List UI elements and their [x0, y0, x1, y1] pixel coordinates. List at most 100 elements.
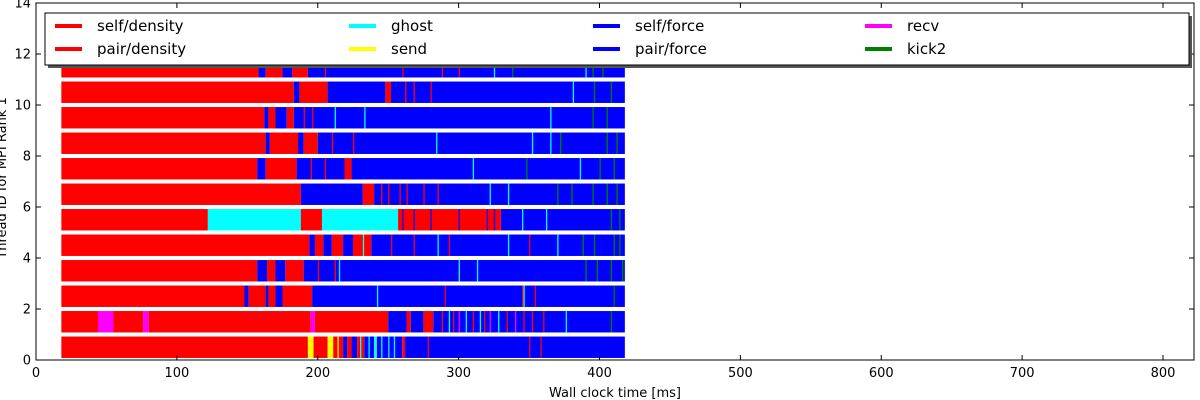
- task-bar-density: [313, 336, 328, 358]
- task-mark-ghost: [579, 158, 582, 180]
- task-mark-density: [391, 234, 393, 256]
- task-bar-force: [275, 260, 286, 282]
- legend-label: self/density: [97, 17, 184, 35]
- task-mark-ghost: [565, 311, 567, 333]
- task-mark-ghost: [437, 234, 439, 256]
- task-mark-ghost: [388, 336, 390, 358]
- task-bar-density: [61, 158, 258, 180]
- task-mark-ghost: [472, 158, 475, 180]
- task-bar-send: [307, 336, 314, 358]
- task-mark-density: [324, 158, 327, 180]
- task-mark-kick2: [610, 311, 613, 333]
- task-mark-ghost: [376, 285, 379, 307]
- task-bar-force: [371, 234, 625, 256]
- task-bar-recv: [143, 311, 149, 333]
- task-bar-density: [314, 234, 324, 256]
- task-mark-kick2: [593, 234, 596, 256]
- task-mark-density: [430, 81, 432, 103]
- task-mark-ghost: [364, 107, 366, 129]
- task-mark-density: [406, 183, 408, 205]
- task-bar-force: [410, 311, 424, 333]
- legend-label: send: [391, 40, 427, 58]
- task-bar-force: [293, 107, 625, 129]
- task-mark-ghost: [550, 107, 552, 129]
- task-bar-density: [285, 260, 304, 282]
- task-bar-density: [303, 132, 318, 154]
- task-mark-density: [310, 158, 313, 180]
- task-mark-kick2: [593, 81, 596, 103]
- task-mark-kick2: [592, 107, 594, 129]
- task-bar-force: [374, 183, 625, 205]
- task-mark-kick2: [619, 234, 621, 256]
- task-mark-kick2: [613, 234, 615, 256]
- task-mark-density: [483, 311, 486, 333]
- task-bar-force: [405, 336, 625, 358]
- task-mark-ghost: [523, 285, 525, 307]
- task-mark-ghost: [362, 234, 365, 256]
- task-mark-force: [493, 209, 496, 231]
- task-bar-density: [286, 107, 294, 129]
- task-mark-density: [423, 183, 425, 205]
- task-mark-density: [312, 107, 314, 129]
- task-bar-density: [331, 234, 344, 256]
- x-tick-label: 700: [1010, 366, 1035, 381]
- y-tick-label: 12: [14, 48, 31, 63]
- task-bar-density: [148, 311, 311, 333]
- task-mark-ghost: [507, 183, 510, 205]
- task-mark-ghost: [436, 132, 438, 154]
- task-mark-kick2: [610, 260, 613, 282]
- task-bar-force: [303, 260, 625, 282]
- axes-frame: [35, 2, 1195, 361]
- task-mark-recv: [489, 311, 491, 333]
- task-mark-kick2: [616, 183, 618, 205]
- x-tick-label: 500: [728, 366, 753, 381]
- task-bar-ghost: [207, 209, 301, 231]
- task-mark-kick2: [592, 183, 594, 205]
- task-mark-kick2: [606, 183, 608, 205]
- task-bar-send: [327, 336, 334, 358]
- task-mark-density: [388, 183, 390, 205]
- task-bar-force: [293, 81, 300, 103]
- task-mark-kick2: [571, 183, 573, 205]
- task-bar-density: [265, 158, 297, 180]
- task-mark-density: [531, 311, 534, 333]
- task-bar-density: [61, 285, 245, 307]
- task-mark-ghost: [381, 336, 383, 358]
- task-bar-force: [351, 158, 625, 180]
- task-mark-ghost: [476, 260, 479, 282]
- x-tick-label: 200: [305, 366, 330, 381]
- task-bar-force: [298, 132, 304, 154]
- x-tick-label: 300: [446, 366, 471, 381]
- task-bar-density: [362, 183, 375, 205]
- task-mark-force: [413, 209, 415, 231]
- legend-label: pair/density: [97, 40, 186, 58]
- task-mark-ghost: [531, 132, 534, 154]
- task-bar-force: [275, 285, 283, 307]
- task-mark-recv: [514, 311, 517, 333]
- legend-label: ghost: [391, 17, 433, 35]
- task-mark-ghost: [557, 234, 559, 256]
- task-mark-recv: [458, 311, 460, 333]
- task-mark-kick2: [526, 158, 528, 180]
- task-mark-density: [523, 311, 525, 333]
- task-bar-force: [264, 107, 269, 129]
- task-bar-density: [352, 234, 372, 256]
- task-mark-density: [529, 336, 531, 358]
- task-mark-ghost: [393, 336, 396, 358]
- y-axis-label: Thread ID for MPI Rank 1: [0, 97, 10, 259]
- task-mark-ghost: [338, 260, 341, 282]
- task-mark-force: [458, 209, 460, 231]
- task-bar-force: [265, 132, 270, 154]
- task-mark-density: [448, 234, 451, 256]
- task-mark-ghost: [572, 81, 575, 103]
- task-mark-density: [540, 336, 542, 358]
- y-tick-label: 10: [14, 99, 31, 114]
- task-bar-force: [391, 81, 625, 103]
- task-bar-density: [61, 336, 308, 358]
- task-mark-ghost: [498, 311, 500, 333]
- task-bar-density: [61, 183, 301, 205]
- y-tick-label: 0: [23, 354, 31, 369]
- task-mark-kick2: [606, 107, 608, 129]
- task-mark-kick2: [560, 132, 562, 154]
- task-bar-density: [61, 260, 258, 282]
